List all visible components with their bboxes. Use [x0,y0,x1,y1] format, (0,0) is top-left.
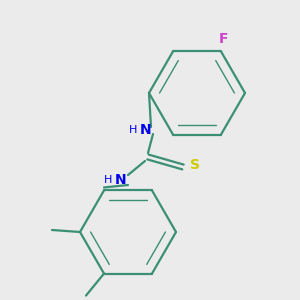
Text: H: H [104,175,112,185]
Text: N: N [115,173,127,187]
Text: N: N [140,123,152,137]
Text: F: F [218,32,228,46]
Text: H: H [129,125,137,135]
Text: S: S [190,158,200,172]
